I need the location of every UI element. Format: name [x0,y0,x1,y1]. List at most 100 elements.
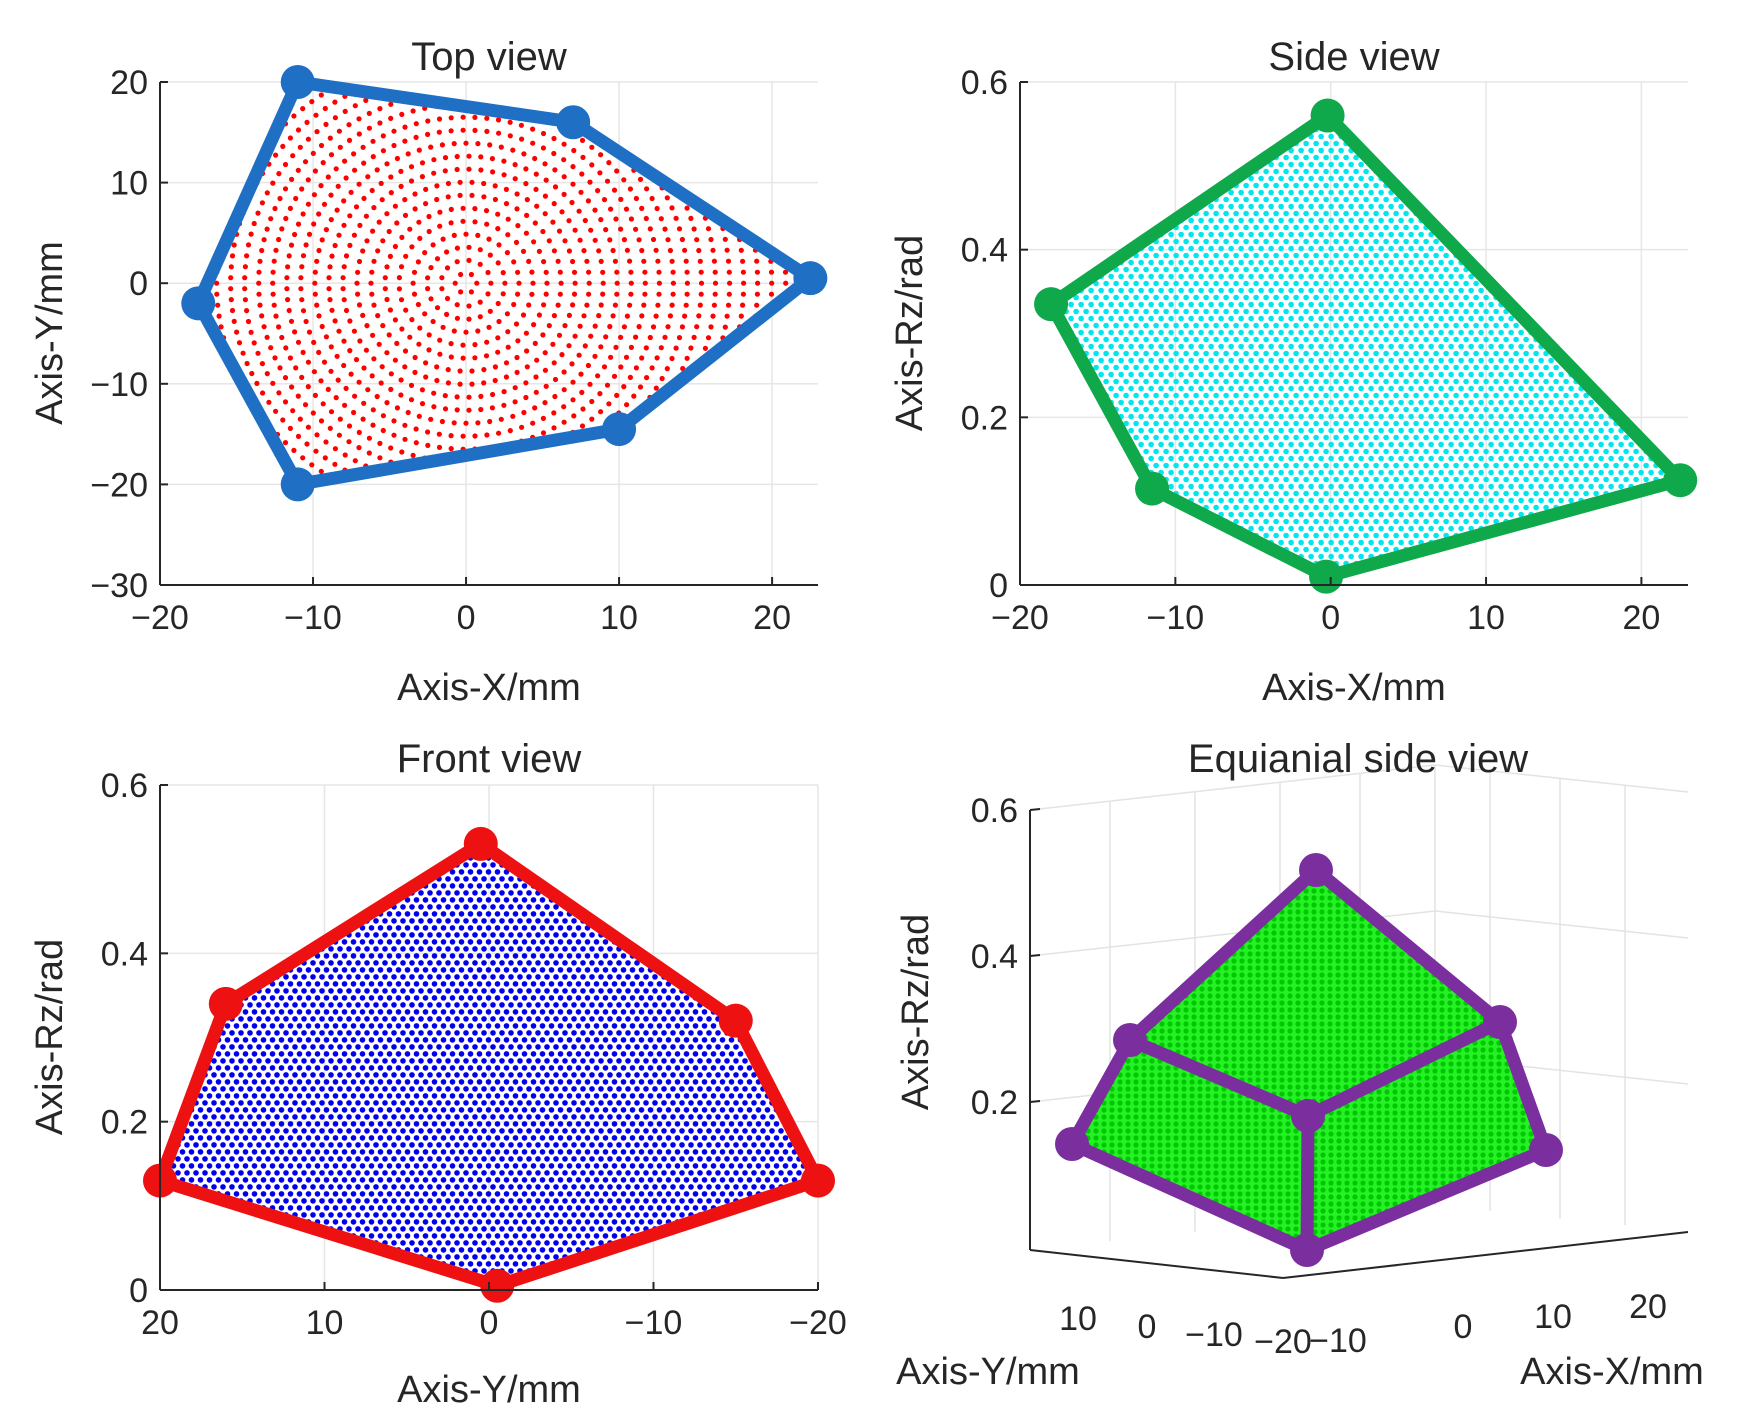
scatter-point [206,1079,213,1085]
scatter-point [535,1016,541,1022]
scatter-point [602,1009,609,1015]
scatter-point [1193,420,1199,427]
scatter-point [551,410,557,416]
scatter-point [618,196,624,202]
scatter-point [1133,322,1139,329]
scatter-point [1433,294,1439,301]
scatter-point [1218,497,1224,504]
scatter-point [260,1009,267,1015]
scatter-point [360,416,366,422]
scatter-point [1543,490,1549,497]
scatter-point [1238,287,1244,294]
scatter-point [1258,259,1264,266]
scatter-point [1273,308,1279,315]
scatter-point [458,1009,465,1015]
scatter-point [1163,252,1169,259]
scatter-point [1573,448,1579,455]
scatter-point [1293,266,1299,273]
scatter-point [1313,504,1319,511]
scatter-point [1403,238,1409,245]
scatter-point [611,1009,618,1015]
scatter-point [1273,238,1279,245]
scatter-point [439,418,445,425]
scatter-point [701,1093,708,1099]
y-tick-label: 10 [110,165,148,203]
scatter-point [1488,441,1494,448]
scatter-point [1258,301,1264,308]
scatter-point [1303,294,1309,301]
scatter-point [1518,357,1524,364]
scatter-point [319,1100,325,1106]
scatter-point [1288,483,1294,490]
scatter-point [598,152,604,158]
scatter-point [451,232,457,238]
scatter-point [652,988,658,994]
scatter-point [579,423,586,429]
scatter-point [319,323,325,330]
scatter-point [1298,189,1304,196]
scatter-point [1243,420,1249,427]
scatter-point [1353,378,1359,385]
scatter-point [1318,175,1324,182]
scatter-point [1198,259,1204,266]
scatter-point [451,141,457,147]
scatter-point [623,354,630,360]
scatter-point [403,307,409,313]
scatter-point [1288,371,1294,378]
scatter-point [1448,455,1454,462]
scatter-point [653,247,659,253]
scatter-point [1303,434,1309,441]
scatter-point [511,301,517,308]
scatter-point [530,925,537,931]
scatter-point [1158,329,1164,336]
scatter-point [485,967,492,973]
scatter-point [1543,476,1549,483]
scatter-point [1223,336,1229,343]
scatter-point [320,401,326,407]
scatter-point [384,350,390,356]
scatter-point [1413,476,1419,483]
scatter-point [1328,385,1334,392]
scatter-point [341,222,347,228]
scatter-point [1308,301,1314,308]
scatter-point [1288,413,1294,420]
scatter-point [1578,483,1584,490]
scatter-point [350,1037,357,1043]
scatter-point [467,1079,474,1085]
scatter-point [352,103,358,109]
scatter-point [692,1009,699,1015]
scatter-point [625,1016,631,1022]
scatter-point [1168,231,1174,238]
scatter-point [328,152,335,158]
scatter-point [1123,350,1129,357]
scatter-point [300,253,307,259]
scatter-point [544,1114,550,1120]
scatter-point [1408,399,1414,406]
scatter-point [1293,434,1299,441]
scatter-point [1268,329,1274,336]
scatter-point [413,1037,420,1043]
scatter-point [431,1107,438,1113]
scatter-point [310,1100,316,1106]
scatter-point [1488,371,1494,378]
scatter-point [310,150,316,156]
scatter-point [1468,357,1474,364]
scatter-point [578,371,584,377]
scatter-point [1258,441,1264,448]
scatter-point [1263,238,1269,245]
scatter-point [602,1079,609,1085]
scatter-point [616,1002,622,1008]
scatter-point [256,1072,262,1078]
scatter-point [1138,301,1144,308]
scatter-point [439,142,445,148]
scatter-point [634,1016,640,1022]
scatter-point [312,280,318,286]
scatter-point [355,1086,361,1092]
scatter-point [1343,476,1349,483]
scatter-point [445,1058,451,1064]
scatter-point [495,260,501,266]
scatter-point [683,1065,690,1071]
scatter-point [1233,252,1239,259]
scatter-point [1288,217,1294,224]
scatter-point [546,323,552,329]
